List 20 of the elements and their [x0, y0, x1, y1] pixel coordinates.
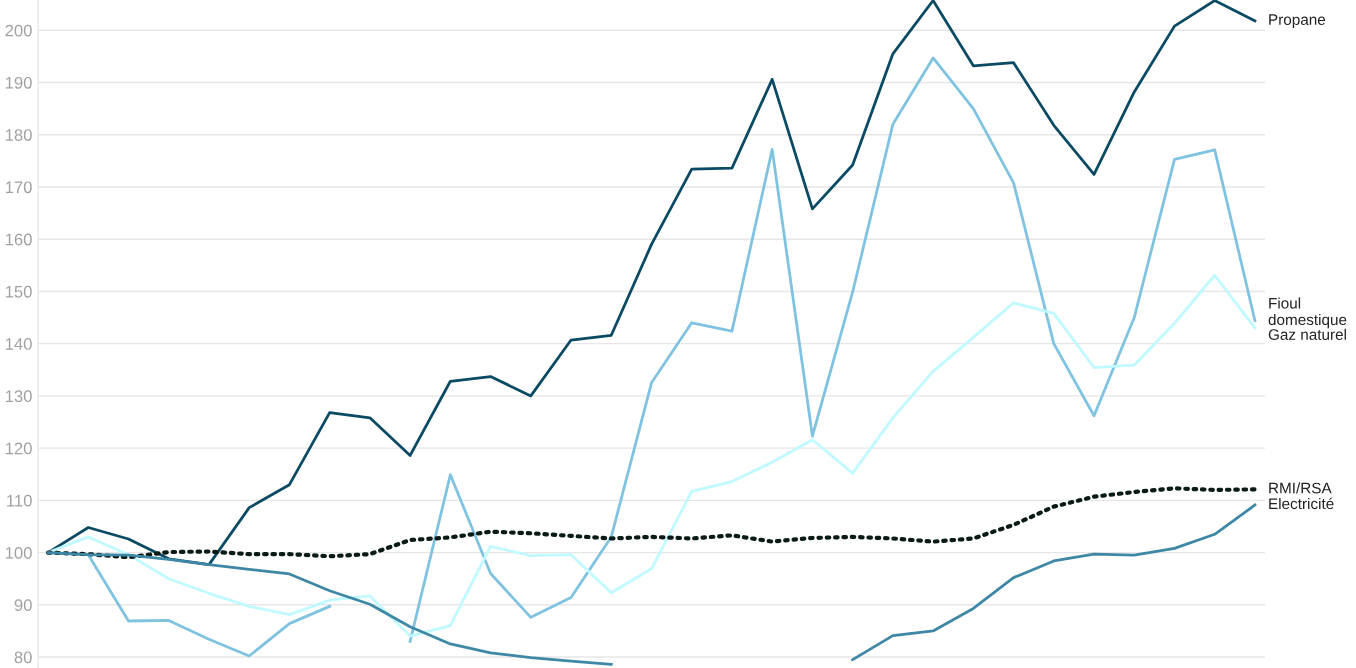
- y-tick-label: 200: [5, 24, 32, 37]
- y-tick-label: 100: [5, 546, 32, 559]
- y-tick-label: 120: [5, 442, 32, 455]
- line-series: [46, 0, 1257, 566]
- y-tick-label: 180: [5, 129, 32, 141]
- y-tick-label: 140: [5, 338, 32, 350]
- y-tick-label: 160: [5, 233, 32, 246]
- series-label: Fioul domestique: [1268, 297, 1347, 329]
- y-tick-label: 190: [5, 76, 32, 89]
- y-tick-label: 150: [5, 285, 32, 298]
- y-tick-label: 80: [14, 651, 32, 664]
- y-tick-label: 170: [5, 181, 32, 194]
- line-series: [45, 486, 1258, 560]
- y-tick-label: 110: [7, 494, 32, 507]
- y-tick-label: 130: [5, 390, 32, 403]
- series-label: Propane: [1269, 14, 1326, 29]
- series-label: RMI/RSA: [1269, 482, 1332, 494]
- series-label: Gaz naturel: [1268, 328, 1346, 340]
- y-tick-label: 90: [14, 599, 32, 612]
- series-label: Electricité: [1269, 497, 1334, 510]
